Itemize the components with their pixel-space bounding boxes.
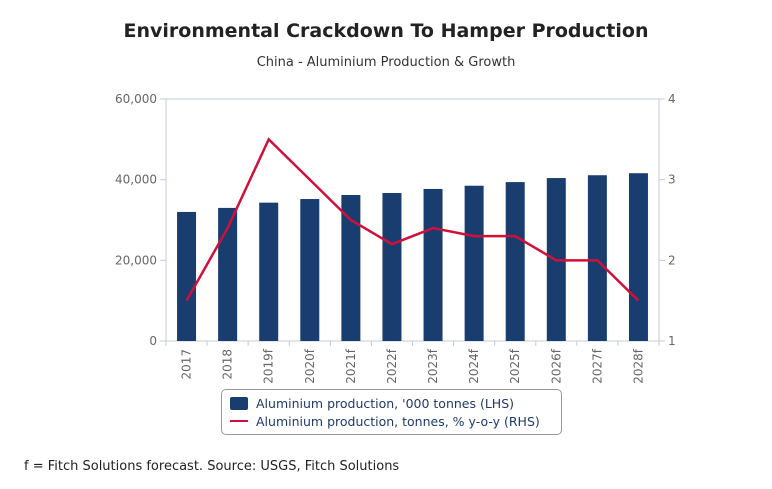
legend-item-line[interactable]: Aluminium production, tonnes, % y-o-y (R… <box>230 412 553 430</box>
bar <box>464 185 484 341</box>
bar <box>382 192 402 341</box>
chart-title: Environmental Crackdown To Hamper Produc… <box>123 20 649 42</box>
bar <box>300 199 320 341</box>
legend-label-bar: Aluminium production, '000 tonnes (LHS) <box>256 395 515 411</box>
x-tick-label: 2019f <box>262 348 276 384</box>
x-tick-label: 2025f <box>508 348 522 384</box>
x-tick-labels: 2017 2018 2019f 2020f 2021f 2022f 2023f 2024f 20… <box>180 348 646 384</box>
right-tick-label: 3 <box>668 173 676 187</box>
left-tick-label: 20,000 <box>115 253 157 267</box>
x-tick-label: 2017 <box>180 349 194 380</box>
axes: 0 20,000 40,000 60,000 1 2 3 4 <box>115 92 676 348</box>
right-tick-label: 2 <box>668 253 676 267</box>
right-tick-label: 1 <box>668 334 676 348</box>
x-tick-label: 2026f <box>549 348 563 384</box>
bar <box>587 175 607 341</box>
bar <box>341 194 361 341</box>
x-tick-label: 2028f <box>631 348 645 384</box>
legend-label-line: Aluminium production, tonnes, % y-o-y (R… <box>256 413 540 429</box>
bar <box>259 202 279 341</box>
bar <box>628 173 648 341</box>
x-tick-label: 2022f <box>385 348 399 384</box>
left-tick-label: 0 <box>149 334 157 348</box>
bar <box>505 182 525 341</box>
bar-series <box>177 173 648 341</box>
legend-item-bar[interactable]: Aluminium production, '000 tonnes (LHS) <box>230 394 553 412</box>
legend: Aluminium production, '000 tonnes (LHS) … <box>221 389 562 435</box>
bar <box>218 207 238 341</box>
legend-swatch-bar <box>230 396 248 410</box>
chart-subtitle: China - Aluminium Production & Growth <box>256 55 516 70</box>
right-tick-label: 4 <box>668 92 676 106</box>
bar <box>423 188 443 341</box>
x-tick-label: 2024f <box>467 348 481 384</box>
legend-swatch-line <box>230 420 248 422</box>
bar <box>177 211 197 341</box>
line-series <box>185 137 640 302</box>
growth-line <box>185 137 640 302</box>
x-tick-label: 2021f <box>344 348 358 384</box>
left-tick-label: 40,000 <box>115 173 157 187</box>
x-tick-label: 2020f <box>303 348 317 384</box>
x-tick-label: 2023f <box>426 348 440 384</box>
footnote: f = Fitch Solutions forecast. Source: US… <box>24 459 400 474</box>
x-tick-label: 2027f <box>590 348 604 384</box>
x-tick-label: 2018 <box>221 349 235 380</box>
left-tick-label: 60,000 <box>115 92 157 106</box>
